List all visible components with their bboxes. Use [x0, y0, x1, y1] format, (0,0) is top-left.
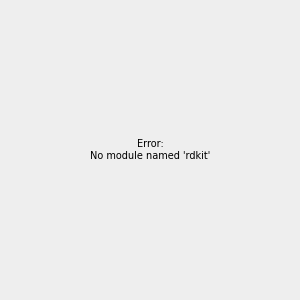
Text: Error:
No module named 'rdkit': Error: No module named 'rdkit': [90, 139, 210, 161]
